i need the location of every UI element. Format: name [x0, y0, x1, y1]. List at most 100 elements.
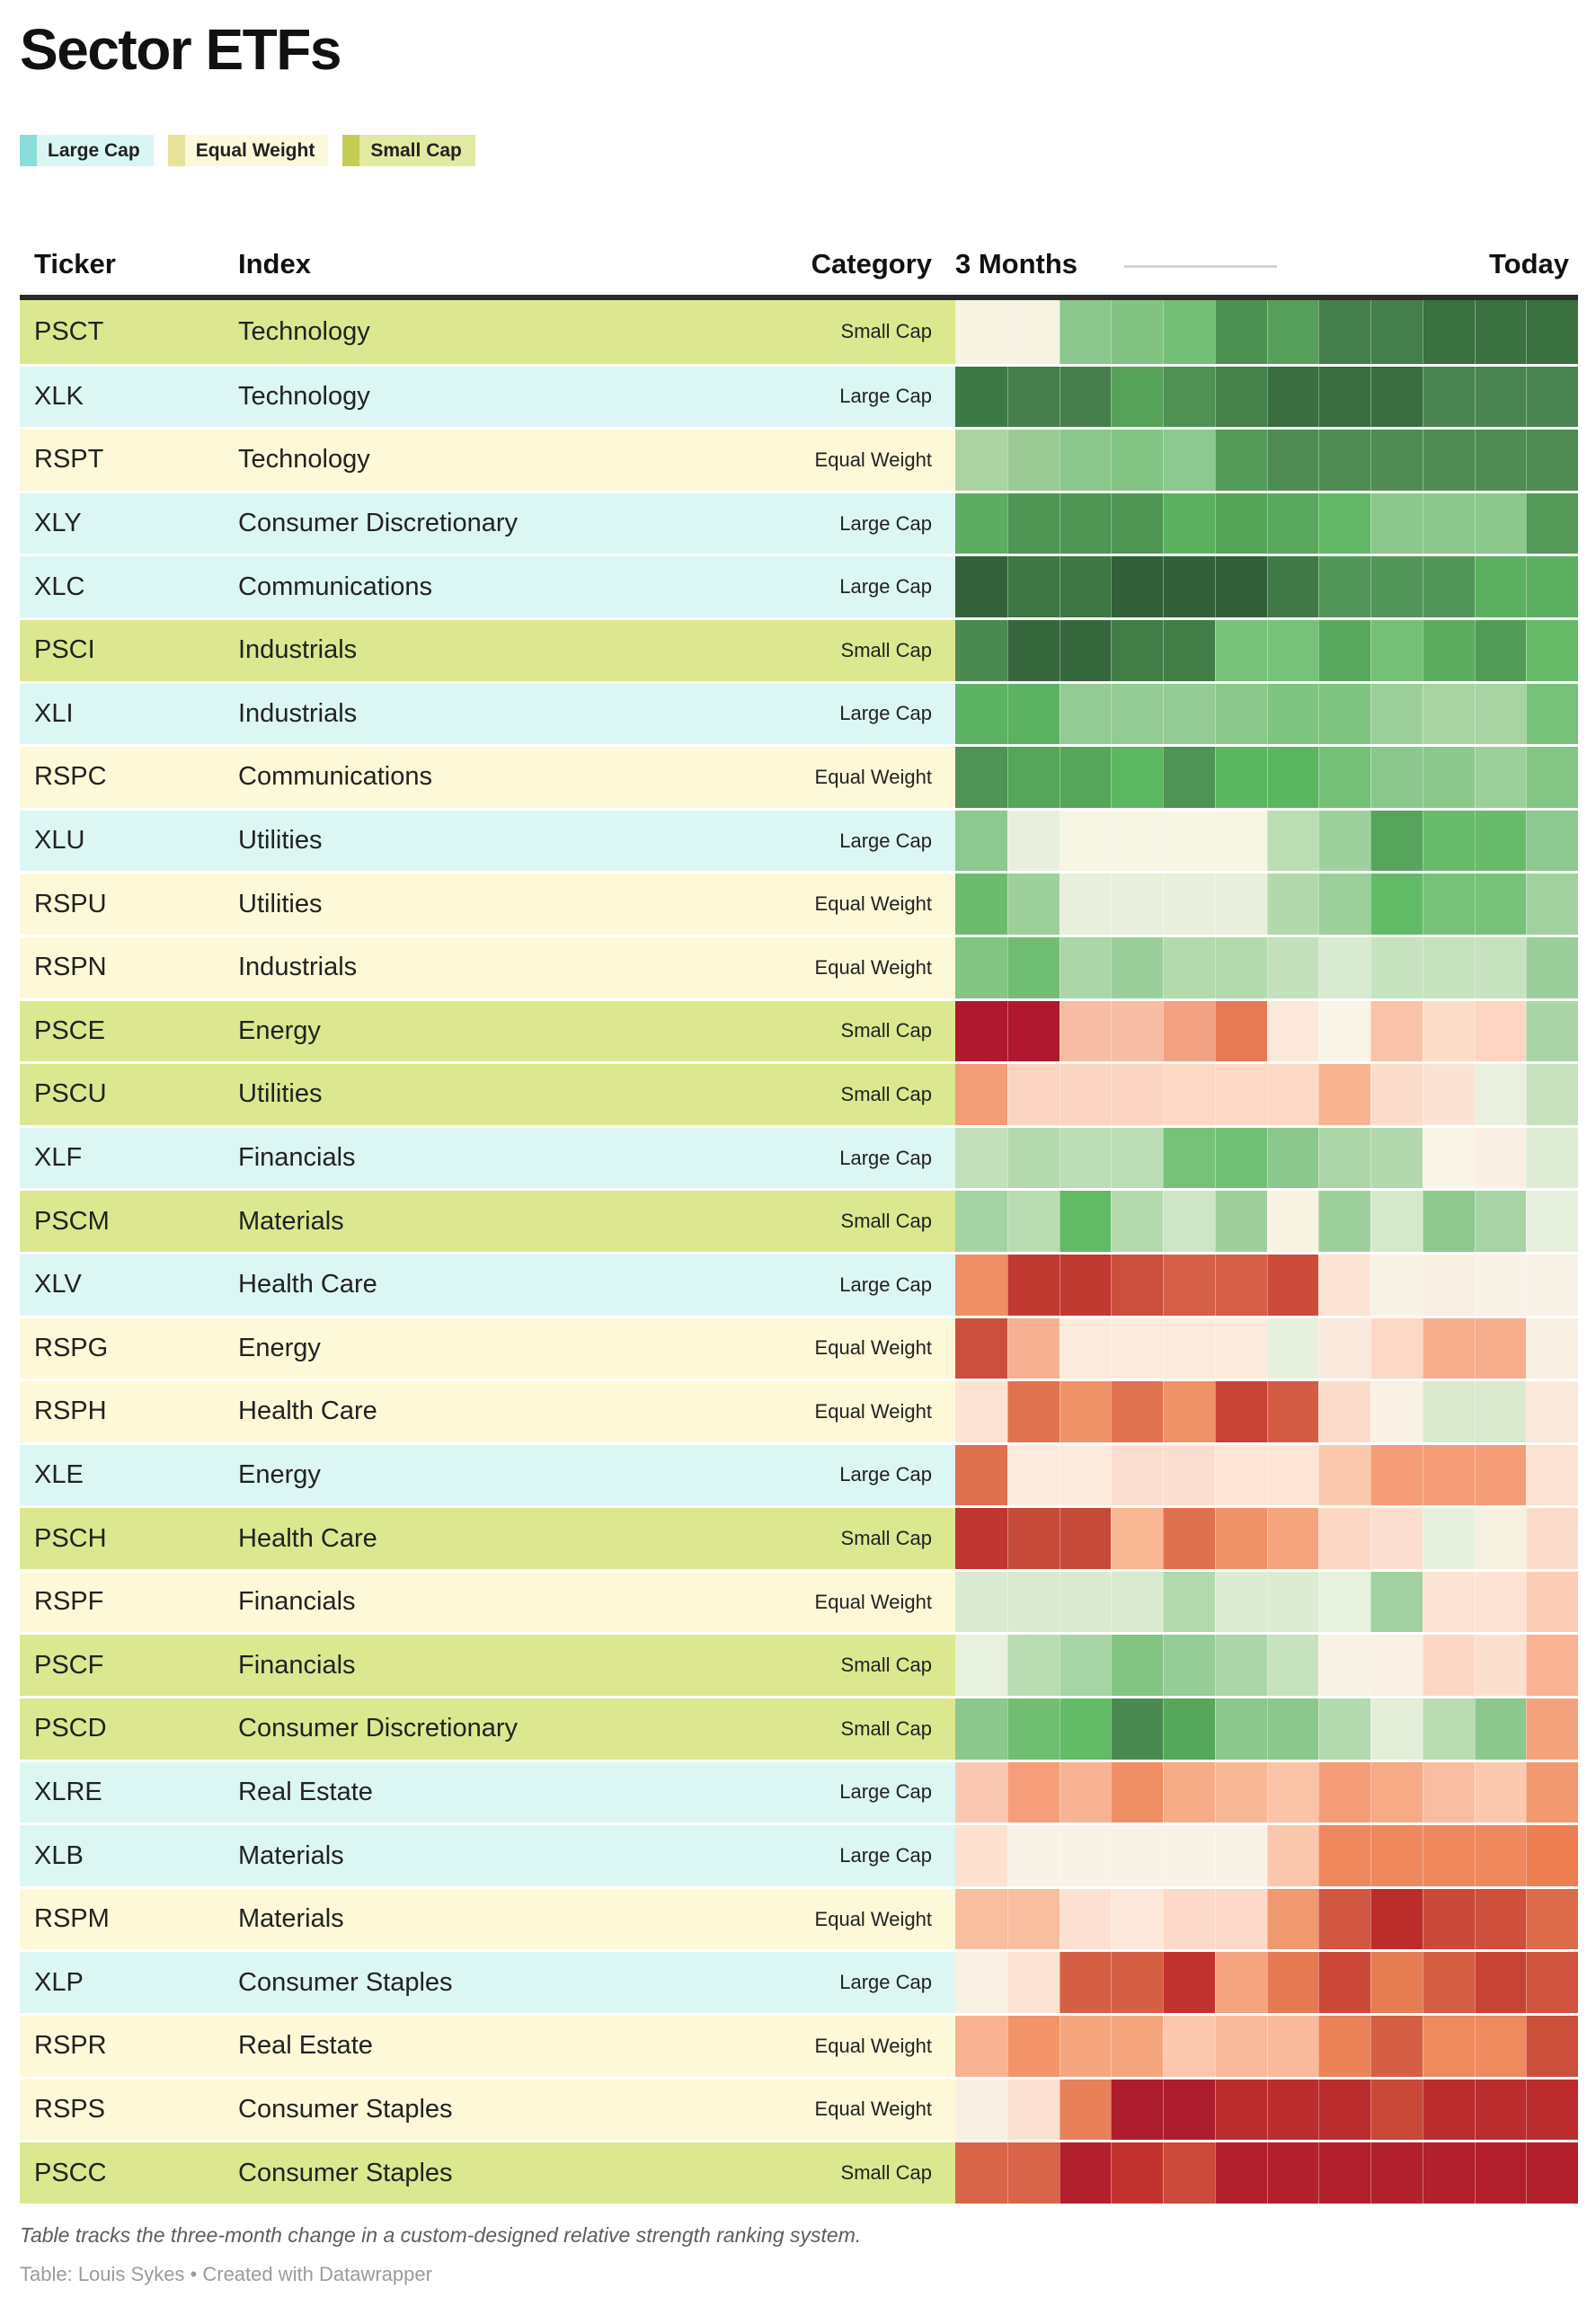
timeline-start-label: 3 Months — [955, 248, 1078, 279]
heatmap-cell — [1526, 366, 1578, 428]
heatmap-cell — [955, 874, 1007, 935]
heatmap-cell — [1422, 874, 1475, 935]
heatmap-cell — [1266, 1317, 1319, 1379]
heatmap-cell — [1214, 1952, 1267, 2014]
heatmap-cell — [1006, 2016, 1060, 2077]
table-row-xlv: XLV Health Care Large Cap — [20, 1251, 1578, 1316]
heatmap-cell — [1526, 1191, 1578, 1252]
ticker-cell: PSCC — [34, 2158, 107, 2187]
heatmap-cell — [955, 1571, 1007, 1633]
heatmap-cell — [1422, 1508, 1475, 1569]
index-cell: Consumer Discretionary — [238, 509, 519, 538]
heatmap-cell — [1318, 2142, 1370, 2204]
table-row-xle: XLE Energy Large Cap — [20, 1441, 1578, 1506]
heatmap-strip — [955, 1127, 1578, 1189]
heatmap-cell — [1318, 1952, 1370, 2014]
heatmap-cell — [1474, 1888, 1527, 1950]
heatmap-cell — [1266, 1127, 1319, 1189]
heatmap-cell — [955, 936, 1007, 998]
heatmap-cell — [955, 366, 1007, 428]
heatmap-cell — [1318, 1444, 1370, 1506]
heatmap-cell — [1370, 1127, 1423, 1189]
heatmap-cell — [1163, 1000, 1215, 1062]
table-row-rspc: RSPC Communications Equal Weight — [20, 744, 1578, 808]
table-row-psci: PSCI Industrials Small Cap — [20, 616, 1578, 681]
heatmap-cell — [955, 683, 1007, 745]
heatmap-cell — [1214, 1191, 1267, 1252]
heatmap-cell — [1266, 810, 1319, 872]
heatmap-strip — [955, 430, 1578, 491]
heatmap-cell — [1526, 936, 1578, 998]
heatmap-cell — [1214, 683, 1267, 745]
heatmap-cell — [1526, 810, 1578, 872]
heatmap-cell — [1266, 2016, 1319, 2077]
category-cell: Equal Weight — [814, 955, 932, 979]
ticker-cell: RSPU — [34, 889, 107, 918]
ticker-cell: PSCE — [34, 1015, 105, 1045]
table-row-rspg: RSPG Energy Equal Weight — [20, 1315, 1578, 1379]
legend-label: Small Cap — [359, 135, 475, 166]
heatmap-cell — [1111, 810, 1163, 872]
heatmap-cell — [1111, 1508, 1163, 1569]
heatmap-cell — [1318, 366, 1370, 428]
heatmap-cell — [1214, 2142, 1267, 2204]
heatmap-cell — [1474, 2142, 1527, 2204]
heatmap-cell — [1422, 683, 1475, 745]
heatmap-cell — [1059, 1761, 1112, 1823]
heatmap-cell — [1318, 2079, 1370, 2141]
heatmap-cell — [1006, 366, 1060, 428]
heatmap-cell — [1526, 556, 1578, 617]
heatmap-cell — [1422, 936, 1475, 998]
heatmap-cell — [1474, 619, 1527, 681]
heatmap-strip — [955, 619, 1578, 681]
heatmap-cell — [1214, 1635, 1267, 1697]
table-row-psct: PSCT Technology Small Cap — [20, 300, 1578, 364]
heatmap-cell — [1422, 1127, 1475, 1189]
heatmap-cell — [1163, 1571, 1215, 1633]
heatmap-cell — [1006, 874, 1060, 935]
column-header-ticker: Ticker — [34, 248, 116, 279]
category-cell: Equal Weight — [814, 1907, 932, 1930]
heatmap-cell — [1163, 1064, 1215, 1125]
heatmap-cell — [1370, 747, 1423, 808]
heatmap-cell — [1422, 1317, 1475, 1379]
heatmap-cell — [1370, 1254, 1423, 1316]
heatmap-cell — [1266, 300, 1319, 364]
heatmap-cell — [1474, 1127, 1527, 1189]
heatmap-cell — [1422, 1064, 1475, 1125]
heatmap-cell — [1370, 1635, 1423, 1697]
ticker-cell: XLF — [34, 1143, 83, 1173]
heatmap-strip — [955, 747, 1578, 808]
category-cell: Large Cap — [839, 1463, 932, 1486]
heatmap-cell — [1526, 1127, 1578, 1189]
category-cell: Equal Weight — [814, 1590, 932, 1613]
heatmap-cell — [1006, 430, 1060, 491]
heatmap-cell — [1526, 1317, 1578, 1379]
heatmap-cell — [1526, 430, 1578, 491]
heatmap-cell — [1111, 1064, 1163, 1125]
heatmap-cell — [1474, 1761, 1527, 1823]
category-cell: Large Cap — [839, 385, 932, 408]
heatmap-cell — [1059, 1698, 1112, 1760]
index-cell: Real Estate — [238, 1777, 373, 1806]
table-row-rspf: RSPF Financials Equal Weight — [20, 1568, 1578, 1633]
heatmap-cell — [1214, 556, 1267, 617]
heatmap-cell — [1111, 1317, 1163, 1379]
heatmap-cell — [1059, 1064, 1112, 1125]
heatmap-cell — [1214, 1761, 1267, 1823]
heatmap-cell — [1422, 1635, 1475, 1697]
table-row-rspm: RSPM Materials Equal Weight — [20, 1885, 1578, 1950]
heatmap-cell — [1163, 1952, 1215, 2014]
heatmap-cell — [1422, 810, 1475, 872]
heatmap-cell — [1526, 300, 1578, 364]
heatmap-cell — [1111, 1571, 1163, 1633]
index-cell: Energy — [238, 1459, 321, 1489]
heatmap-strip — [955, 1698, 1578, 1760]
heatmap-strip — [955, 810, 1578, 872]
category-cell: Large Cap — [839, 1844, 932, 1867]
category-cell: Equal Weight — [814, 2034, 932, 2057]
heatmap-cell — [1318, 874, 1370, 935]
heatmap-cell — [1318, 936, 1370, 998]
heatmap-cell — [1163, 936, 1215, 998]
heatmap-cell — [1006, 1444, 1060, 1506]
